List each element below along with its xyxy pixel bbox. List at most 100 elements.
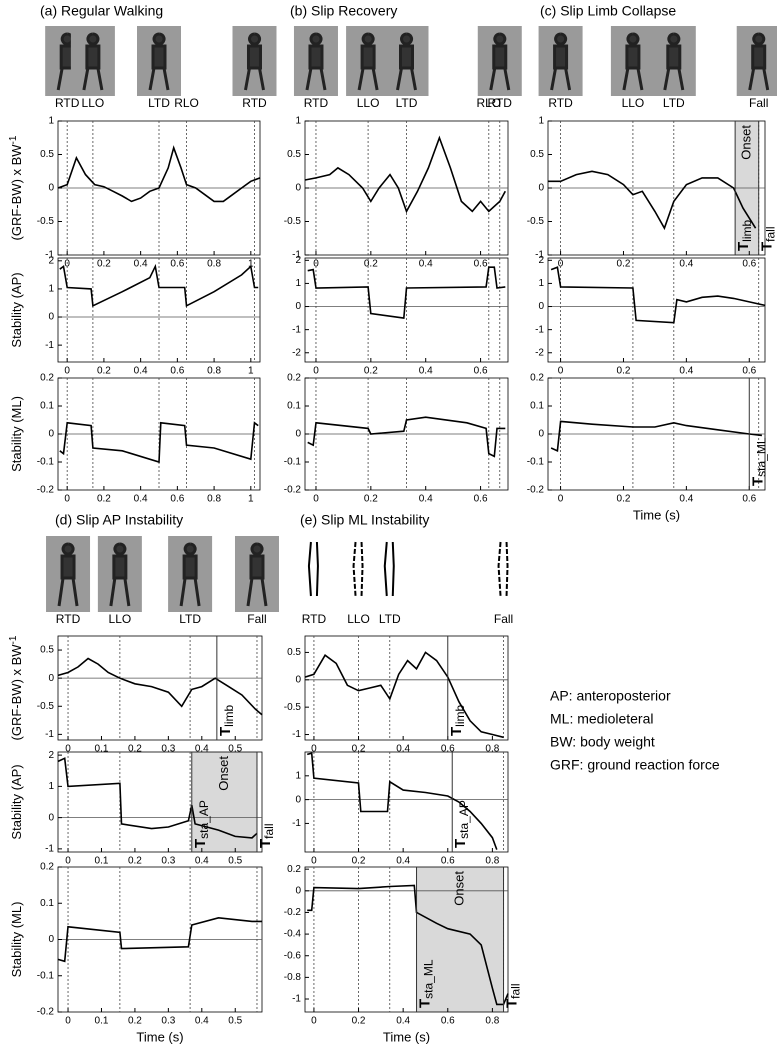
y-tick-label: 1	[48, 781, 54, 792]
x-tick-label: 0	[313, 494, 319, 505]
phase-label: RTD	[56, 612, 81, 626]
y-tick-label: 0.5	[287, 647, 301, 658]
photo	[291, 536, 336, 612]
y-tick-label: 0	[48, 812, 54, 823]
y-tick-label: 0.1	[287, 401, 301, 412]
y-tick-label: -0.1	[37, 457, 55, 468]
skeleton-sketch	[307, 541, 319, 597]
y-tick-label: -0.4	[284, 929, 302, 940]
walker-silhouette	[622, 32, 644, 91]
x-tick-label: 0.4	[396, 1016, 410, 1027]
x-tick-label: 0.4	[419, 366, 433, 377]
x-tick-label: 0.4	[134, 259, 148, 270]
y-tick-label: -1	[45, 340, 54, 351]
x-tick-label: 0.5	[228, 744, 242, 755]
axes-frame	[57, 635, 263, 741]
data-line	[57, 145, 261, 203]
phase-label: LLO	[82, 96, 105, 110]
phase-label: RLO	[174, 96, 199, 110]
y-tick-label: 0	[295, 674, 301, 685]
phase-label: LTD	[663, 96, 685, 110]
phase-label: LLO	[622, 96, 645, 110]
x-tick-label: 0.8	[207, 259, 221, 270]
shade-region	[191, 752, 257, 852]
x-tick-label: 0.4	[679, 494, 693, 505]
y-tick-label: -0.1	[37, 970, 55, 981]
marker-label: Tsta_AP	[452, 800, 471, 848]
y-tick-label: -1	[535, 250, 544, 261]
photo	[538, 26, 583, 96]
x-tick-label: 0	[64, 259, 70, 270]
y-tick-label: 2	[295, 255, 301, 266]
y-axis-label: Stability (ML)	[9, 396, 24, 472]
marker-label: Tsta_ML	[749, 437, 768, 486]
y-tick-label: -0.5	[37, 216, 55, 227]
y-tick-label: 0	[295, 301, 301, 312]
photo	[477, 26, 522, 96]
y-tick-label: -0.5	[37, 701, 55, 712]
marker-subscript: limb	[453, 705, 467, 727]
y-axis-label-sup: -1	[8, 135, 19, 144]
walker-silhouette	[148, 32, 170, 91]
data-line	[57, 657, 263, 716]
photo	[137, 26, 181, 96]
photo	[234, 536, 279, 612]
y-tick-label: -0.6	[284, 950, 302, 961]
phase-label: Fall	[749, 96, 768, 110]
definition-note: AP: anteroposterior	[550, 688, 671, 704]
walker-silhouette	[244, 32, 265, 91]
x-tick-label: 0.4	[419, 259, 433, 270]
x-tick-label: 0	[65, 1016, 71, 1027]
x-tick-label: 0.2	[352, 856, 366, 867]
x-tick-label: 0.3	[161, 1016, 175, 1027]
x-tick-label: 0.8	[485, 1016, 499, 1027]
walker-silhouette	[305, 32, 327, 91]
phase-label: LTD	[148, 96, 170, 110]
x-tick-label: 0	[313, 366, 319, 377]
y-tick-label: 0.2	[287, 373, 301, 384]
marker-symbol: T	[749, 477, 766, 486]
phase-label: LLO	[357, 96, 380, 110]
x-tick-label: 0.3	[161, 744, 175, 755]
x-tick-label: 0.2	[617, 494, 631, 505]
phase-label: LLO	[347, 612, 370, 626]
y-axis-label: Stability (AP)	[9, 272, 24, 347]
marker-symbol: T	[192, 839, 209, 848]
y-axis-label-text: Stability (AP)	[9, 272, 24, 347]
axes-frame	[304, 866, 509, 1013]
definition-note: BW: body weight	[550, 734, 655, 750]
marker-label: Tlimb	[735, 220, 754, 252]
x-tick-label: 0.4	[134, 494, 148, 505]
x-tick-label: 0.4	[396, 744, 410, 755]
y-tick-label: -0.2	[527, 485, 545, 496]
data-line	[304, 135, 507, 214]
marker-subscript: sta_ML	[422, 959, 436, 999]
y-tick-label: -0.5	[284, 216, 302, 227]
y-tick-label: 1	[48, 116, 54, 127]
y-tick-label: -0.5	[527, 216, 545, 227]
y-tick-label: 0	[48, 934, 54, 945]
y-tick-label: 0	[538, 183, 544, 194]
y-tick-label: -1	[292, 994, 301, 1005]
y-tick-label: 0	[48, 312, 54, 323]
axes-frame	[304, 635, 509, 741]
phase-label: LTD	[179, 612, 201, 626]
x-tick-label: 1	[248, 366, 254, 377]
skeleton-sketch	[383, 541, 395, 597]
axes-frame	[304, 751, 509, 853]
x-tick-label: 0.5	[228, 856, 242, 867]
y-tick-label: -0.1	[284, 457, 302, 468]
y-tick-label: 0	[48, 673, 54, 684]
y-axis-label-text: Stability (ML)	[9, 902, 24, 978]
data-line	[59, 263, 259, 308]
x-tick-label: 0.6	[474, 259, 488, 270]
y-tick-label: 1	[295, 116, 301, 127]
x-tick-label: 0.2	[128, 856, 142, 867]
data-line	[307, 884, 509, 1006]
marker-symbol: T	[759, 242, 776, 251]
data-line	[57, 757, 258, 839]
phase-label: LTD	[379, 612, 401, 626]
y-tick-label: 0	[48, 183, 54, 194]
y-tick-label: 2	[48, 255, 54, 266]
